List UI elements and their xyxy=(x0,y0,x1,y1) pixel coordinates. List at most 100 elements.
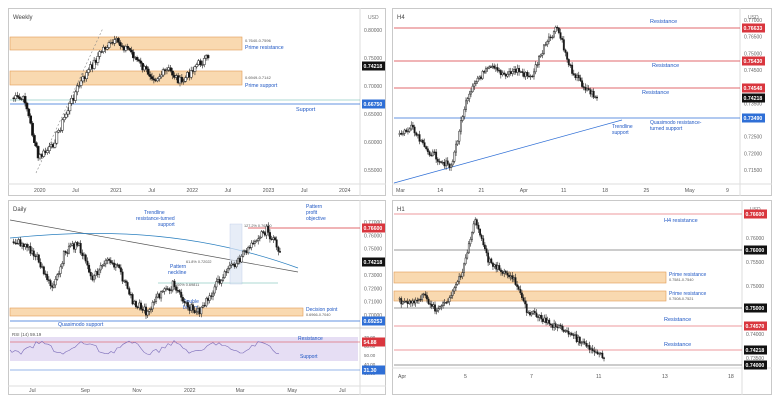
daily-candle xyxy=(116,264,119,266)
h4-chart: H4USD0.770000.765000.750000.745000.74000… xyxy=(392,8,772,196)
daily-candle xyxy=(232,263,235,266)
h4-candle xyxy=(586,88,589,91)
h4-candle xyxy=(562,39,565,51)
daily-candle xyxy=(39,261,42,268)
weekly-candle xyxy=(64,113,68,118)
h1-candle xyxy=(408,300,411,304)
h4-candle xyxy=(554,26,557,32)
weekly-candle xyxy=(25,102,29,110)
h4-x-tick: 21 xyxy=(479,188,485,194)
weekly-candle xyxy=(113,39,117,44)
rsi-line xyxy=(9,340,280,355)
daily-candle xyxy=(190,304,193,311)
daily-objective-label: Pattern xyxy=(306,204,322,210)
h4-candle xyxy=(481,71,484,79)
h1-chart: H1USD0.765000.760000.755000.750000.74500… xyxy=(392,200,772,395)
weekly-support-tag: 0.66750 xyxy=(364,102,383,108)
daily-candle xyxy=(94,271,97,276)
h1-candle xyxy=(401,301,404,305)
daily-y-tick: 0.71000 xyxy=(364,300,382,306)
daily-candle xyxy=(161,291,164,293)
daily-candle xyxy=(220,280,223,284)
h1-candle xyxy=(437,308,440,312)
weekly-candle xyxy=(33,135,36,143)
h4-candle xyxy=(529,75,532,78)
weekly-candle xyxy=(184,77,187,82)
h4-candle xyxy=(448,163,451,168)
h4-candle xyxy=(421,139,424,143)
weekly-x-tick: Jul xyxy=(148,188,155,194)
h4-candle xyxy=(559,32,562,39)
h1-candle xyxy=(411,300,414,304)
daily-candle xyxy=(156,293,159,298)
daily-frame xyxy=(8,200,386,395)
h4-candle xyxy=(564,49,567,53)
h1-level-tag-bg xyxy=(744,321,767,331)
h4-candle xyxy=(440,161,443,163)
daily-candle xyxy=(233,264,236,268)
daily-candle xyxy=(44,273,47,275)
h4-x-tick: Mar xyxy=(396,188,405,194)
daily-candle xyxy=(148,309,151,312)
h1-candle xyxy=(450,295,453,299)
h4-candle xyxy=(504,73,507,77)
daily-x-tick: Nov xyxy=(132,388,142,394)
h1-candle xyxy=(490,258,493,264)
weekly-candle xyxy=(68,103,72,112)
h4-x-tick: 25 xyxy=(644,188,650,194)
h4-candle xyxy=(584,87,587,91)
weekly-candle xyxy=(195,64,199,67)
h4-candle xyxy=(418,134,421,142)
h4-candle xyxy=(551,36,554,39)
daily-candle xyxy=(108,258,111,261)
daily-x-tick: Sep xyxy=(81,388,90,394)
daily-candle xyxy=(165,288,168,290)
daily-candle xyxy=(69,244,72,247)
h1-zone-1 xyxy=(393,271,667,284)
daily-candle xyxy=(143,306,146,311)
h1-level-tag: 0.75000 xyxy=(746,306,765,312)
h1-candle xyxy=(409,300,412,304)
weekly-x-tick: 2020 xyxy=(34,188,46,194)
h1-candle xyxy=(414,299,417,304)
h1-candle xyxy=(529,312,531,316)
daily-candle xyxy=(166,288,169,290)
daily-candle xyxy=(29,245,32,254)
h4-candle xyxy=(526,71,529,77)
weekly-candle xyxy=(137,59,141,62)
h1-candle xyxy=(474,219,477,225)
weekly-zone-res-range: 0.7640-0.7596 xyxy=(245,38,272,43)
h1-candle xyxy=(506,272,509,276)
h4-candle xyxy=(572,73,575,75)
h1-candle xyxy=(540,314,543,320)
h4-candle xyxy=(473,83,476,87)
h4-level-tag-bg xyxy=(742,83,765,93)
h4-y-tick: 0.73500 xyxy=(744,101,762,107)
daily-candle xyxy=(114,264,117,268)
h4-candle xyxy=(455,143,457,153)
h4-level-tag: 0.74548 xyxy=(744,86,763,92)
h4-x-tick: Apr xyxy=(520,188,528,194)
h4-candle xyxy=(547,36,550,42)
weekly-candle xyxy=(107,42,111,48)
daily-candle xyxy=(171,280,174,291)
h1-candle xyxy=(455,284,457,289)
h4-candle xyxy=(571,64,574,74)
daily-resistance-tag-bg xyxy=(362,223,385,233)
h1-candle xyxy=(471,232,473,240)
h1-candle xyxy=(413,300,415,304)
h1-candle xyxy=(567,330,570,335)
daily-candle xyxy=(59,266,62,274)
daily-candle xyxy=(32,250,35,257)
daily-x-tick: Jul xyxy=(339,388,346,394)
daily-qm-tag: 0.69253 xyxy=(364,319,383,325)
h1-candle xyxy=(509,275,512,278)
h4-candle xyxy=(489,66,492,68)
rsi-res-tag: 54.88 xyxy=(364,340,377,346)
h4-candle xyxy=(516,68,519,73)
h4-candle xyxy=(569,64,572,66)
daily-candle xyxy=(76,242,79,246)
daily-candle xyxy=(180,291,183,298)
h1-h4-res-label: H4 resistance xyxy=(664,218,698,224)
h1-candle xyxy=(427,298,430,304)
